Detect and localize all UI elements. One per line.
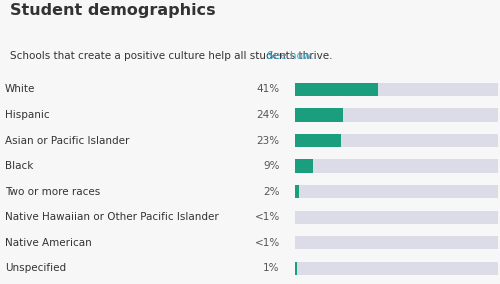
Bar [294, 262, 296, 275]
Text: Unspecified: Unspecified [5, 263, 66, 273]
Bar [294, 262, 498, 275]
Text: 24%: 24% [256, 110, 280, 120]
Text: Hispanic: Hispanic [5, 110, 50, 120]
Text: Student demographics: Student demographics [10, 3, 216, 18]
Bar [294, 211, 498, 224]
Text: 1%: 1% [263, 263, 280, 273]
Bar [294, 83, 378, 96]
Text: See how.: See how. [264, 51, 314, 61]
Bar [294, 160, 313, 173]
Bar [294, 134, 342, 147]
Text: Asian or Pacific Islander: Asian or Pacific Islander [5, 135, 130, 146]
Text: Native American: Native American [5, 238, 92, 248]
Text: <1%: <1% [254, 212, 280, 222]
Bar [294, 236, 296, 249]
Bar [294, 134, 498, 147]
Text: Native Hawaiian or Other Pacific Islander: Native Hawaiian or Other Pacific Islande… [5, 212, 219, 222]
Bar [294, 236, 498, 249]
Text: White: White [5, 84, 36, 95]
Bar [294, 160, 498, 173]
Text: 2%: 2% [263, 187, 280, 197]
Bar [294, 185, 298, 198]
Text: Two or more races: Two or more races [5, 187, 100, 197]
Text: 23%: 23% [256, 135, 280, 146]
Text: <1%: <1% [254, 238, 280, 248]
Bar [294, 108, 498, 122]
Bar [294, 211, 296, 224]
Bar [294, 108, 344, 122]
Text: 41%: 41% [256, 84, 280, 95]
Text: Schools that create a positive culture help all students thrive.: Schools that create a positive culture h… [10, 51, 332, 61]
Bar [294, 83, 498, 96]
Bar [294, 185, 498, 198]
Text: Black: Black [5, 161, 34, 171]
Text: 9%: 9% [263, 161, 280, 171]
